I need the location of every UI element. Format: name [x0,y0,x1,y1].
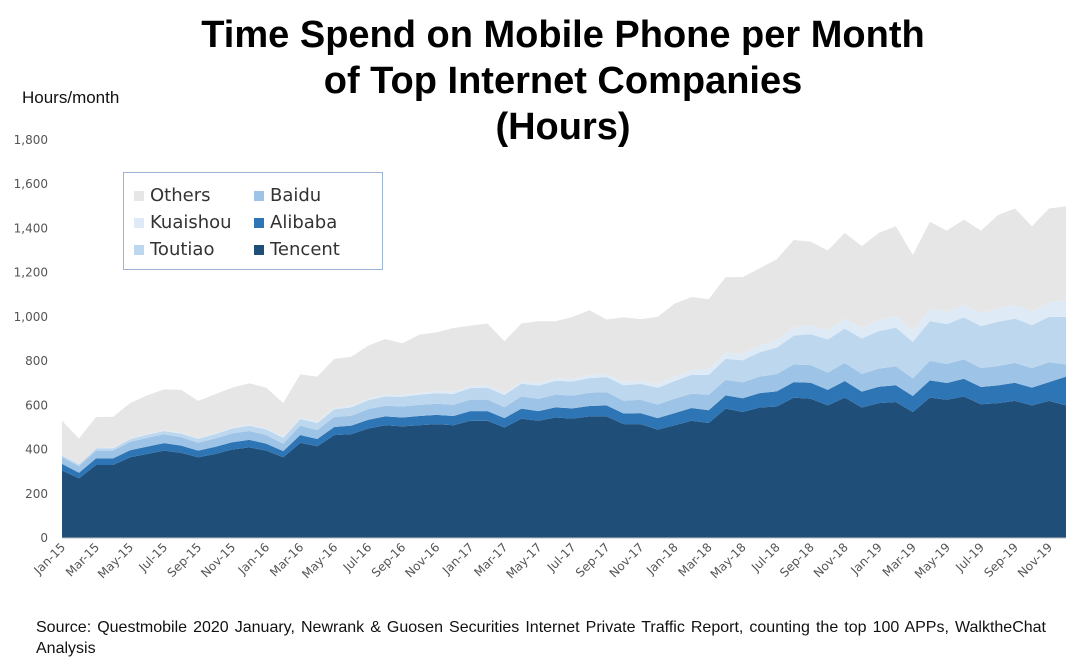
y-axis-unit-label: Hours/month [22,88,120,107]
x-tick-label: Jan-19 [847,540,885,578]
legend-label-baidu: Baidu [270,185,322,206]
legend-label-alibaba: Alibaba [270,212,338,233]
area-series-toutiao [62,316,1066,467]
area-series-alibaba [62,376,1066,479]
x-tick-label: Nov-15 [198,540,238,580]
legend-label-tencent: Tencent [270,239,340,260]
area-series-baidu [62,359,1066,473]
area-series-kuaishou [62,300,1066,465]
chart-title-line-2: of Top Internet Companies [323,60,803,102]
chart-legend: Others Baidu Kuaishou Alibaba Toutiao Tencent [123,172,383,270]
area-series-others [62,206,1066,464]
area-series-tencent [62,396,1066,538]
y-tick-label: 600 [25,398,48,412]
y-tick-label: 800 [25,354,48,368]
x-tick-label: Jan-16 [235,540,273,578]
x-tick-label: Jan-17 [439,540,477,578]
x-tick-label: Nov-17 [607,540,647,580]
x-tick-label: May-19 [912,540,953,581]
y-tick-label: 200 [25,487,48,501]
x-tick-label: Jan-18 [643,540,681,578]
chart-title-line-3: (Hours) [495,106,631,148]
legend-swatch-kuaishou [134,218,144,228]
x-tick-label: Nov-18 [811,540,851,580]
legend-label-others: Others [150,185,211,206]
legend-label-toutiao: Toutiao [150,239,215,260]
y-tick-label: 400 [25,443,48,457]
x-tick-label: May-15 [95,540,136,581]
legend-label-kuaishou: Kuaishou [150,212,232,233]
legend-swatch-alibaba [254,218,264,228]
x-tick-label: Sep-18 [777,540,817,580]
x-tick-label: Sep-19 [981,540,1021,580]
y-tick-label: 1,200 [14,266,48,280]
legend-swatch-others [134,191,144,201]
y-tick-label: 1,000 [14,310,48,324]
x-tick-label: Sep-15 [165,540,205,580]
y-tick-label: 1,600 [14,177,48,191]
chart-title-line-1: Time Spend on Mobile Phone per Month [201,14,925,56]
x-tick-label: Sep-16 [369,540,409,580]
y-tick-label: 0 [40,531,48,545]
legend-swatch-baidu [254,191,264,201]
x-tick-label: May-17 [503,540,544,581]
x-tick-label: Sep-17 [573,540,613,580]
y-tick-label: 1,800 [14,133,48,147]
chart-title: Time Spend on Mobile Phone per Month of … [0,12,1080,150]
y-tick-label: 1,400 [14,221,48,235]
x-tick-label: Jan-15 [31,540,69,578]
x-tick-label: Nov-16 [402,540,442,580]
x-tick-label: May-16 [299,540,340,581]
x-tick-label: Nov-19 [1015,540,1055,580]
source-note: Source: Questmobile 2020 January, Newran… [36,619,1046,657]
legend-swatch-toutiao [134,245,144,255]
legend-swatch-tencent [254,245,264,255]
x-tick-label: May-18 [708,540,749,581]
